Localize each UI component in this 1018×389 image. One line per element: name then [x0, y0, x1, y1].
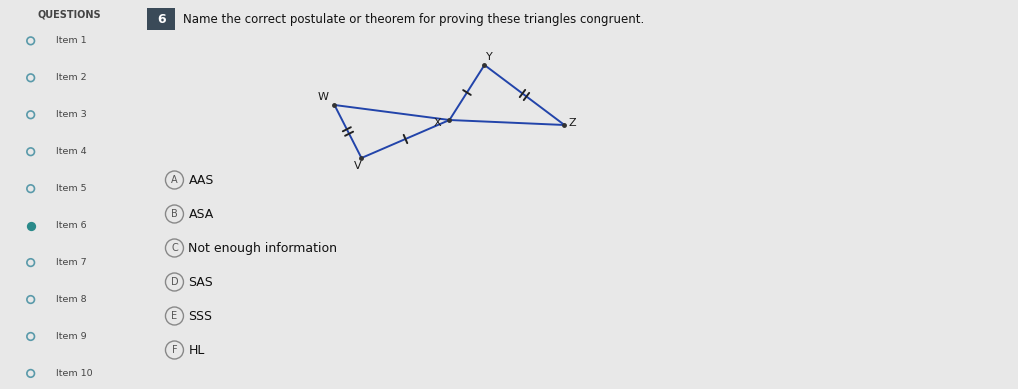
Text: E: E	[171, 311, 177, 321]
Point	[22, 38, 39, 44]
Point	[22, 333, 39, 340]
Text: Item 4: Item 4	[56, 147, 87, 156]
Text: Item 1: Item 1	[56, 36, 87, 46]
Point	[22, 223, 39, 229]
Point	[22, 259, 39, 266]
Text: Item 9: Item 9	[56, 332, 87, 341]
Text: D: D	[171, 277, 178, 287]
Text: Not enough information: Not enough information	[188, 242, 337, 254]
Text: Item 6: Item 6	[56, 221, 87, 230]
Text: Item 3: Item 3	[56, 110, 87, 119]
FancyBboxPatch shape	[148, 8, 175, 30]
Text: 6: 6	[157, 12, 166, 26]
Text: X: X	[434, 118, 442, 128]
Text: A: A	[171, 175, 178, 185]
Text: Name the correct postulate or theorem for proving these triangles congruent.: Name the correct postulate or theorem fo…	[183, 12, 644, 26]
Point	[22, 186, 39, 192]
Text: Item 8: Item 8	[56, 295, 87, 304]
Text: SAS: SAS	[188, 275, 213, 289]
Text: Item 7: Item 7	[56, 258, 87, 267]
Point	[22, 149, 39, 155]
Text: B: B	[171, 209, 178, 219]
Text: Y: Y	[487, 52, 493, 62]
Point	[22, 370, 39, 377]
Text: HL: HL	[188, 343, 205, 356]
Point	[22, 296, 39, 303]
Text: SSS: SSS	[188, 310, 213, 322]
Text: V: V	[353, 161, 361, 171]
Text: ASA: ASA	[188, 207, 214, 221]
Text: QUESTIONS: QUESTIONS	[38, 10, 102, 20]
Text: Z: Z	[568, 118, 576, 128]
Text: F: F	[172, 345, 177, 355]
Text: Item 10: Item 10	[56, 369, 93, 378]
Point	[22, 75, 39, 81]
Text: W: W	[318, 92, 329, 102]
Text: Item 5: Item 5	[56, 184, 87, 193]
Point	[22, 112, 39, 118]
Text: AAS: AAS	[188, 173, 214, 186]
Text: Item 2: Item 2	[56, 73, 87, 82]
Text: C: C	[171, 243, 178, 253]
